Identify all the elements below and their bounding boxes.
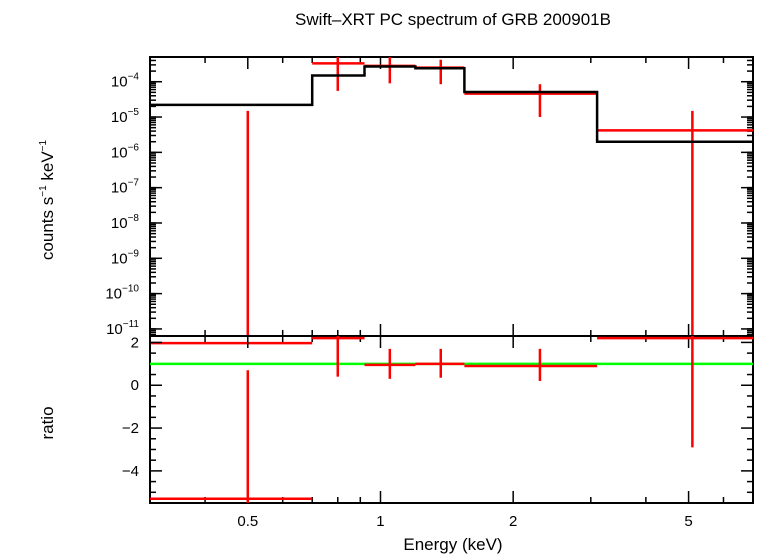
spectrum-ytick-label-base: 10	[111, 215, 128, 232]
spectrum-ytick-label-base: 10	[111, 250, 128, 267]
spectrum-ytick-label: 10−6	[111, 142, 140, 161]
spectrum-ytick-label-exp: −10	[122, 284, 139, 295]
ratio-data-point	[597, 336, 753, 448]
spectrum-data-point	[364, 57, 416, 84]
xtick-label: 1	[376, 513, 384, 530]
spectrum-ytick-label-exp: −4	[128, 72, 140, 83]
spectrum-ytick-label-base: 10	[111, 109, 128, 126]
ylabel-spectrum-exp2: −1	[38, 139, 49, 151]
xtick-label: 5	[684, 513, 692, 530]
ratio-data-point	[415, 348, 465, 378]
spectrum-ytick-label: 10−4	[111, 72, 140, 91]
spectrum-frame	[149, 56, 754, 337]
spectrum-ytick-label-exp: −5	[128, 107, 140, 118]
spectrum-data-point	[415, 59, 465, 85]
spectrum-ytick-label-exp: −6	[128, 142, 140, 153]
ylabel-spectrum-mid: keV	[38, 151, 57, 186]
ratio-ytick-label: 0	[131, 377, 139, 394]
spectrum-ytick-label: 10−9	[111, 248, 140, 267]
model-step-line	[150, 65, 753, 143]
ratio-ytick-label: −2	[122, 420, 139, 437]
spectrum-data-point	[150, 110, 313, 345]
ratio-ytick-label: 2	[131, 334, 139, 351]
spectrum-ytick-label: 10−5	[111, 107, 140, 126]
xtick-label: 0.5	[237, 513, 258, 530]
spectrum-data-point	[312, 57, 365, 91]
ratio-data-point	[364, 348, 416, 379]
spectrum-ytick-label: 10−8	[111, 213, 140, 232]
spectrum-ytick-label-base: 10	[106, 321, 123, 338]
spectrum-ytick-label: 10−7	[111, 178, 140, 197]
spectrum-ytick-label-base: 10	[111, 144, 128, 161]
spectrum-data-point	[597, 110, 753, 336]
ratio-data-point	[312, 336, 365, 377]
spectrum-ytick-label-base: 10	[111, 74, 128, 91]
ratio-data-point	[464, 348, 598, 381]
xlabel: Energy (keV)	[403, 535, 502, 554]
spectrum-ytick-label-exp: −8	[128, 213, 140, 224]
spectrum-ytick-label-exp: −11	[123, 319, 140, 330]
ylabel-spectrum: counts s−1 keV−1	[38, 139, 57, 260]
ylabel-spectrum-exp1: −1	[38, 185, 49, 197]
spectrum-ytick-label-base: 10	[105, 286, 122, 303]
xtick-label: 2	[509, 513, 517, 530]
spectrum-ytick-label-exp: −7	[128, 178, 140, 189]
ratio-ytick-label: −4	[122, 463, 139, 480]
spectrum-ytick-label: 10−10	[105, 284, 139, 303]
chart-title: Swift–XRT PC spectrum of GRB 200901B	[295, 10, 611, 29]
ratio-panel: 2 0 −2 −4 0.5 1 2 5	[122, 334, 754, 530]
spectrum-ytick-label: 10−11	[106, 319, 139, 338]
ylabel-spectrum-main: counts s	[38, 197, 57, 260]
ratio-data-point	[150, 370, 313, 503]
ylabel-ratio: ratio	[38, 406, 57, 439]
spectrum-data-point	[464, 84, 598, 118]
spectrum-ytick-label-exp: −9	[128, 248, 140, 259]
spectrum-ytick-label-base: 10	[111, 180, 128, 197]
ratio-frame	[149, 335, 754, 504]
